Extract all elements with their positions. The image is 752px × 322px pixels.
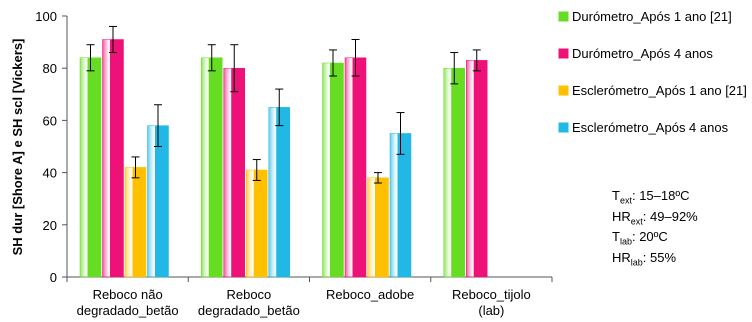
y-tick-label: 100 [35, 9, 57, 24]
bar [466, 60, 488, 278]
bar [102, 39, 124, 278]
condition-row: HRlab: 55% [612, 249, 677, 268]
bar [389, 133, 412, 278]
bar [443, 67, 465, 278]
legend-swatch [558, 122, 569, 133]
bar [268, 107, 290, 278]
y-tick-label: 60 [43, 113, 57, 128]
legend: Durómetro_Após 1 ano [21] Durómetro_Após … [558, 9, 747, 135]
category-label: Reboco não degradado_betão [77, 287, 179, 318]
bar [124, 167, 147, 278]
bar [322, 62, 344, 278]
y-axis-label: SH dur [Shore A] e SH scl [Vickers] [10, 39, 25, 256]
category-label: Reboco_tijolo (lab) [452, 287, 531, 318]
category-label: Reboco_adobe [326, 287, 414, 302]
y-tick-label: 20 [43, 218, 57, 233]
legend-swatch [558, 48, 569, 59]
legend-label: Esclerómetro_Após 1 ano [21] [572, 83, 747, 98]
bar [147, 125, 169, 278]
category-labels: Reboco não degradado_betão Reboco degradado… [77, 287, 531, 318]
legend-label: Esclerómetro_Após 4 anos [572, 120, 729, 135]
bar [344, 57, 367, 278]
y-tick-label: 80 [43, 61, 57, 76]
y-tick-label: 40 [43, 166, 57, 181]
condition-row: HRext: 49–92% [612, 208, 698, 227]
condition-row: Text: 15–18ºC [612, 188, 690, 206]
legend-label: Durómetro_Após 1 ano [21] [572, 9, 732, 24]
conditions-annotation: Text: 15–18ºC HRext: 49–92% Tlab: 20ºC HRla… [612, 188, 698, 270]
legend-label: Durómetro_Após 4 anos [572, 46, 713, 61]
y-tick-label: 0 [50, 270, 57, 285]
error-bars [86, 25, 481, 184]
bars [79, 39, 488, 278]
bar [367, 177, 389, 278]
legend-swatch [558, 85, 569, 96]
category-label: Reboco degradado_betão [198, 287, 300, 318]
condition-row: Tlab: 20ºC [612, 229, 668, 247]
bar [246, 169, 268, 278]
bar [223, 67, 245, 278]
bar [79, 57, 102, 278]
legend-swatch [558, 11, 569, 22]
bar [201, 57, 223, 278]
